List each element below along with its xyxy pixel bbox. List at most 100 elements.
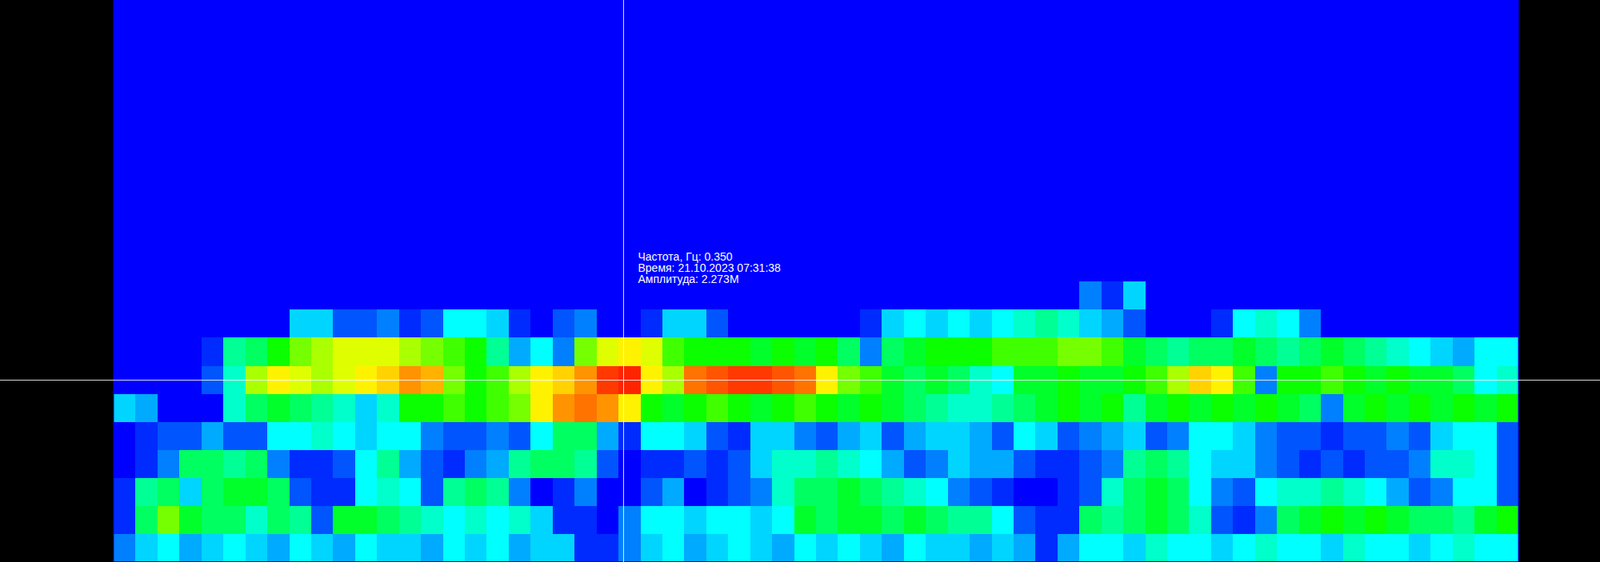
cell xyxy=(1232,56,1256,85)
cell xyxy=(1013,112,1036,142)
cell xyxy=(1123,196,1146,226)
cell xyxy=(1123,534,1146,562)
cell xyxy=(1452,281,1476,311)
cell xyxy=(948,449,971,479)
cell xyxy=(574,112,597,142)
cell xyxy=(904,56,927,85)
cell xyxy=(860,84,883,113)
cell xyxy=(1320,281,1344,311)
cell xyxy=(992,393,1015,423)
cell xyxy=(992,309,1015,339)
cell xyxy=(464,365,488,395)
cell xyxy=(640,393,664,423)
cell xyxy=(1255,337,1278,367)
cell xyxy=(1408,168,1432,198)
cell xyxy=(1474,168,1497,198)
cell xyxy=(135,281,158,311)
cell xyxy=(1452,224,1476,254)
cell xyxy=(332,196,356,226)
cell xyxy=(311,281,334,311)
cell xyxy=(904,365,927,395)
cell xyxy=(1013,28,1036,57)
cell xyxy=(289,365,312,395)
cell xyxy=(1299,252,1322,282)
cell xyxy=(1013,478,1036,508)
cell xyxy=(420,449,444,479)
cell xyxy=(1452,449,1476,479)
cell xyxy=(464,478,488,508)
cell xyxy=(1276,478,1300,508)
cell xyxy=(1211,168,1234,198)
cell xyxy=(443,112,466,142)
cell xyxy=(574,309,597,339)
cell xyxy=(1057,112,1080,142)
cell xyxy=(925,0,948,29)
cell xyxy=(662,28,685,57)
cell xyxy=(1079,506,1102,536)
cell xyxy=(837,56,860,85)
cell xyxy=(596,140,620,170)
cell xyxy=(1145,506,1168,536)
cell xyxy=(904,112,927,142)
cell xyxy=(1255,365,1278,395)
cell xyxy=(267,56,290,85)
cell xyxy=(289,506,312,536)
cell xyxy=(552,478,576,508)
cell xyxy=(706,84,729,113)
cell xyxy=(311,393,334,423)
cell xyxy=(1320,449,1344,479)
cell xyxy=(904,281,927,311)
cell xyxy=(750,0,773,29)
cell xyxy=(596,0,620,29)
crosshair-vertical xyxy=(623,0,624,562)
cell xyxy=(684,112,707,142)
cell xyxy=(837,534,860,562)
cell xyxy=(794,534,817,562)
cell xyxy=(1013,281,1036,311)
cell xyxy=(1167,140,1190,170)
cell xyxy=(1364,196,1388,226)
cell xyxy=(794,168,817,198)
cell xyxy=(969,393,992,423)
cell xyxy=(881,309,904,339)
cell xyxy=(969,421,992,451)
cell xyxy=(355,534,378,562)
cell xyxy=(925,309,948,339)
cell xyxy=(245,309,268,339)
cell xyxy=(1145,0,1168,29)
cell xyxy=(860,421,883,451)
cell xyxy=(837,449,860,479)
cell xyxy=(201,224,224,254)
cell xyxy=(486,337,509,367)
cell xyxy=(706,365,729,395)
cell xyxy=(1386,56,1409,85)
cell xyxy=(376,224,400,254)
cell xyxy=(1364,393,1388,423)
cell xyxy=(1035,224,1058,254)
cell xyxy=(1408,337,1432,367)
cell xyxy=(1343,421,1366,451)
cell xyxy=(267,196,290,226)
cell xyxy=(1123,365,1146,395)
cell xyxy=(223,309,246,339)
cell xyxy=(179,365,202,395)
cell xyxy=(552,281,576,311)
cell xyxy=(1101,393,1124,423)
cell xyxy=(860,449,883,479)
cell xyxy=(948,506,971,536)
cell xyxy=(1386,112,1409,142)
cell xyxy=(1408,506,1432,536)
cell xyxy=(1386,365,1409,395)
cell xyxy=(443,365,466,395)
cell xyxy=(1474,393,1497,423)
cell xyxy=(881,534,904,562)
cell xyxy=(1145,365,1168,395)
cell xyxy=(1343,337,1366,367)
cell xyxy=(750,309,773,339)
cell xyxy=(1145,56,1168,85)
cell xyxy=(1035,0,1058,29)
cell xyxy=(1123,168,1146,198)
cell xyxy=(311,112,334,142)
cell xyxy=(1145,393,1168,423)
cell xyxy=(245,28,268,57)
